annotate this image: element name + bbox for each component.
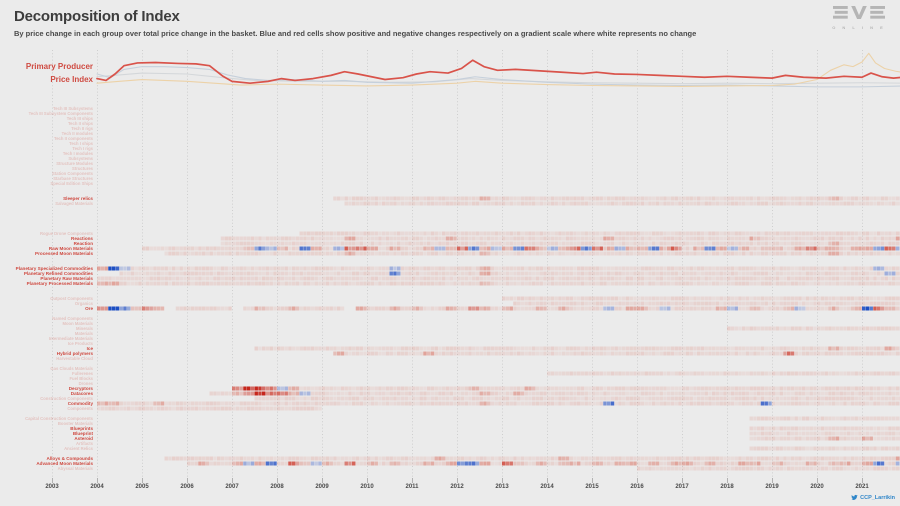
x-axis-year-label: 2003 <box>45 484 59 490</box>
row-label: Starbase Structures <box>53 175 93 181</box>
row-label: Tech I rigs <box>72 145 93 151</box>
x-axis-year-label: 2012 <box>450 484 464 490</box>
row-label: Blueprints <box>70 425 93 431</box>
chart-header: Decomposition of Index By price change i… <box>14 8 696 38</box>
row-label: Ancient Relics <box>64 445 93 451</box>
row-label: Tech II rigs <box>71 125 93 131</box>
x-axis-year-label: 2005 <box>135 484 149 490</box>
x-axis-year-label: 2020 <box>810 484 824 490</box>
x-axis-year-label: 2013 <box>495 484 509 490</box>
row-label: Reactions <box>71 235 93 241</box>
x-axis-year-label: 2004 <box>90 484 104 490</box>
attribution-handle: CCP_Larrikin <box>860 494 895 501</box>
row-label: Tech I ships <box>69 140 93 146</box>
row-label: Reaction <box>73 240 93 246</box>
eve-online-logo: O N L I N E <box>828 6 890 30</box>
x-axis-year-label: 2007 <box>225 484 239 490</box>
row-label: Planetary Specialized Commodities <box>15 265 93 271</box>
row-label: Capital Construction Components <box>25 415 93 421</box>
row-label: Outpost Components <box>50 295 93 301</box>
x-axis-year-label: 2019 <box>765 484 779 490</box>
row-label: Gas Clouds Materials <box>50 365 93 371</box>
row-label: Tech III Subsystem Components <box>28 110 93 116</box>
eve-online-label: O N L I N E <box>832 25 886 30</box>
row-label: Structures <box>72 165 93 171</box>
row-label: Sleeper relics <box>63 195 93 201</box>
x-axis-year-label: 2010 <box>360 484 374 490</box>
row-label: Ore <box>85 305 93 311</box>
row-label: Tech I modules <box>62 150 93 156</box>
x-axis-year-label: 2011 <box>405 484 419 490</box>
legend-line-1: Primary Producer <box>25 62 93 71</box>
row-label: Subsystems <box>68 155 93 161</box>
row-label: Tech II modules <box>61 130 93 136</box>
row-label: Booster Materials <box>57 420 93 426</box>
row-label: Construction Components <box>40 395 93 401</box>
row-label: Planetary Raw Materials <box>40 275 93 281</box>
row-label: Materials <box>74 330 93 336</box>
row-label: Salvaged Materials <box>55 200 93 206</box>
row-label: Drones <box>78 380 93 386</box>
row-label: Components <box>67 405 93 411</box>
row-label: Alloys & Compounds <box>46 455 93 461</box>
row-label: Organics <box>74 300 93 306</box>
row-label: Fuel Blocks <box>69 375 93 381</box>
row-label: Artifacts <box>76 440 93 446</box>
row-label: Decryptors <box>68 385 93 391</box>
row-label: Tech III Subsystems <box>53 105 93 111</box>
row-label: Structure Modules <box>56 160 93 166</box>
row-label: Moon Materials <box>62 320 93 326</box>
row-label: Hybrid polymers <box>56 350 93 356</box>
row-label: Commodity <box>67 400 93 406</box>
row-label: Tech III ships <box>66 115 93 121</box>
x-axis-year-label: 2015 <box>585 484 599 490</box>
row-label: Intermediate Materials <box>48 335 93 341</box>
row-label: Blueprint <box>72 430 93 436</box>
row-label: Raw Moon Materials <box>48 245 93 251</box>
row-label: Special Edition Ships <box>50 180 93 186</box>
x-axis-year-label: 2006 <box>180 484 194 490</box>
row-label: Tech II components <box>53 135 93 141</box>
x-axis-year-label: 2017 <box>675 484 689 490</box>
x-axis-year-label: 2008 <box>270 484 284 490</box>
row-label: Harvestable Cloud <box>56 355 93 361</box>
row-label: Ice <box>86 345 93 351</box>
legend-line-2: Price Index <box>50 75 93 84</box>
row-label-column: Tech III Subsystems Tech III Subsystem Co… <box>0 0 93 506</box>
x-axis-year-label: 2021 <box>855 484 869 490</box>
row-label: Datacores <box>70 390 93 396</box>
x-axis-year-label: 2016 <box>630 484 644 490</box>
page-title: Decomposition of Index <box>14 8 180 25</box>
line-legend: Primary Producer Price Index <box>0 60 93 86</box>
row-label: Abyssal Materials <box>57 465 93 471</box>
row-label: Tech II ships <box>67 120 93 126</box>
x-axis-year-label: 2018 <box>720 484 734 490</box>
attribution[interactable]: CCP_Larrikin <box>851 494 895 501</box>
x-axis-year-label: 2014 <box>540 484 554 490</box>
eve-brand-icon <box>833 6 885 19</box>
page-subtitle: By price change in each group over total… <box>14 29 697 38</box>
row-label: Fullerenes <box>72 370 93 376</box>
row-label: Processed Moon Materials <box>35 250 93 256</box>
row-label: Planetary Refined Commodities <box>23 270 93 276</box>
row-label: Named Components <box>52 315 93 321</box>
row-label: Ice Products <box>67 340 93 346</box>
twitter-bird-icon <box>851 494 858 500</box>
row-label: Advanced Moon Materials <box>36 460 93 466</box>
row-label: Planetary Processed Materials <box>26 280 93 286</box>
x-axis-year-label: 2009 <box>315 484 329 490</box>
row-label: Station Components <box>52 170 93 176</box>
row-label: Rogue Drone Components <box>39 230 93 236</box>
row-label: Asteroid <box>74 435 93 441</box>
row-label: Minerals <box>76 325 93 331</box>
